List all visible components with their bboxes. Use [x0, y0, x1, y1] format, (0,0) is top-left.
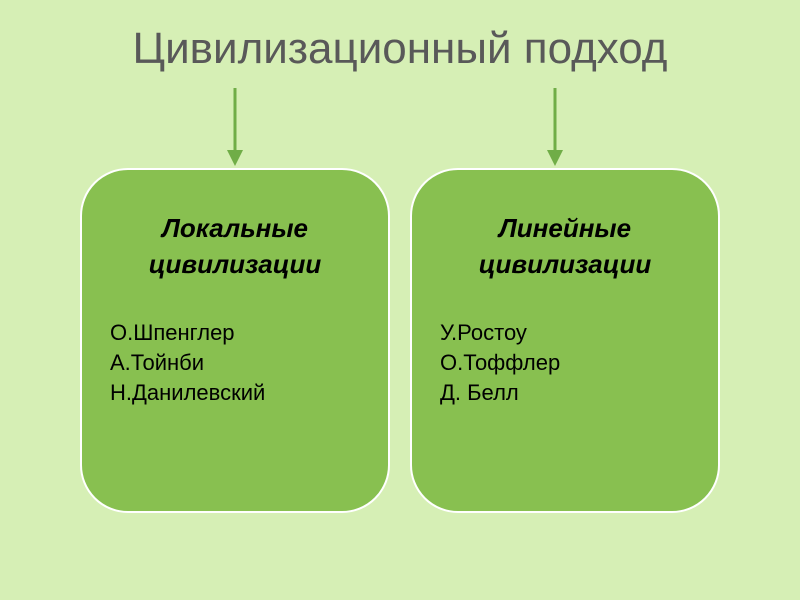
- arrow-right-shaft: [554, 88, 557, 150]
- card-linear-heading-line2: цивилизации: [412, 246, 718, 282]
- card-local-author: О.Шпенглер: [110, 318, 388, 348]
- card-local-author: Н.Данилевский: [110, 378, 388, 408]
- card-local-heading-line1: Локальные: [82, 210, 388, 246]
- card-linear-author: Д. Белл: [440, 378, 718, 408]
- card-linear-authors: У.Ростоу О.Тоффлер Д. Белл: [412, 318, 718, 408]
- card-linear-heading-line1: Линейные: [412, 210, 718, 246]
- slide-title: Цивилизационный подход: [0, 24, 800, 74]
- card-linear-author: У.Ростоу: [440, 318, 718, 348]
- arrow-right: [539, 88, 571, 166]
- card-local-authors: О.Шпенглер А.Тойнби Н.Данилевский: [82, 318, 388, 408]
- card-local-author: А.Тойнби: [110, 348, 388, 378]
- card-linear-heading: Линейные цивилизации: [412, 210, 718, 282]
- card-linear: Линейные цивилизации У.Ростоу О.Тоффлер …: [410, 168, 720, 513]
- arrow-left: [219, 88, 251, 166]
- card-local-heading-line2: цивилизации: [82, 246, 388, 282]
- card-local: Локальные цивилизации О.Шпенглер А.Тойнб…: [80, 168, 390, 513]
- card-linear-author: О.Тоффлер: [440, 348, 718, 378]
- arrow-left-head: [227, 150, 243, 166]
- arrow-right-head: [547, 150, 563, 166]
- arrow-left-shaft: [234, 88, 237, 150]
- card-local-heading: Локальные цивилизации: [82, 210, 388, 282]
